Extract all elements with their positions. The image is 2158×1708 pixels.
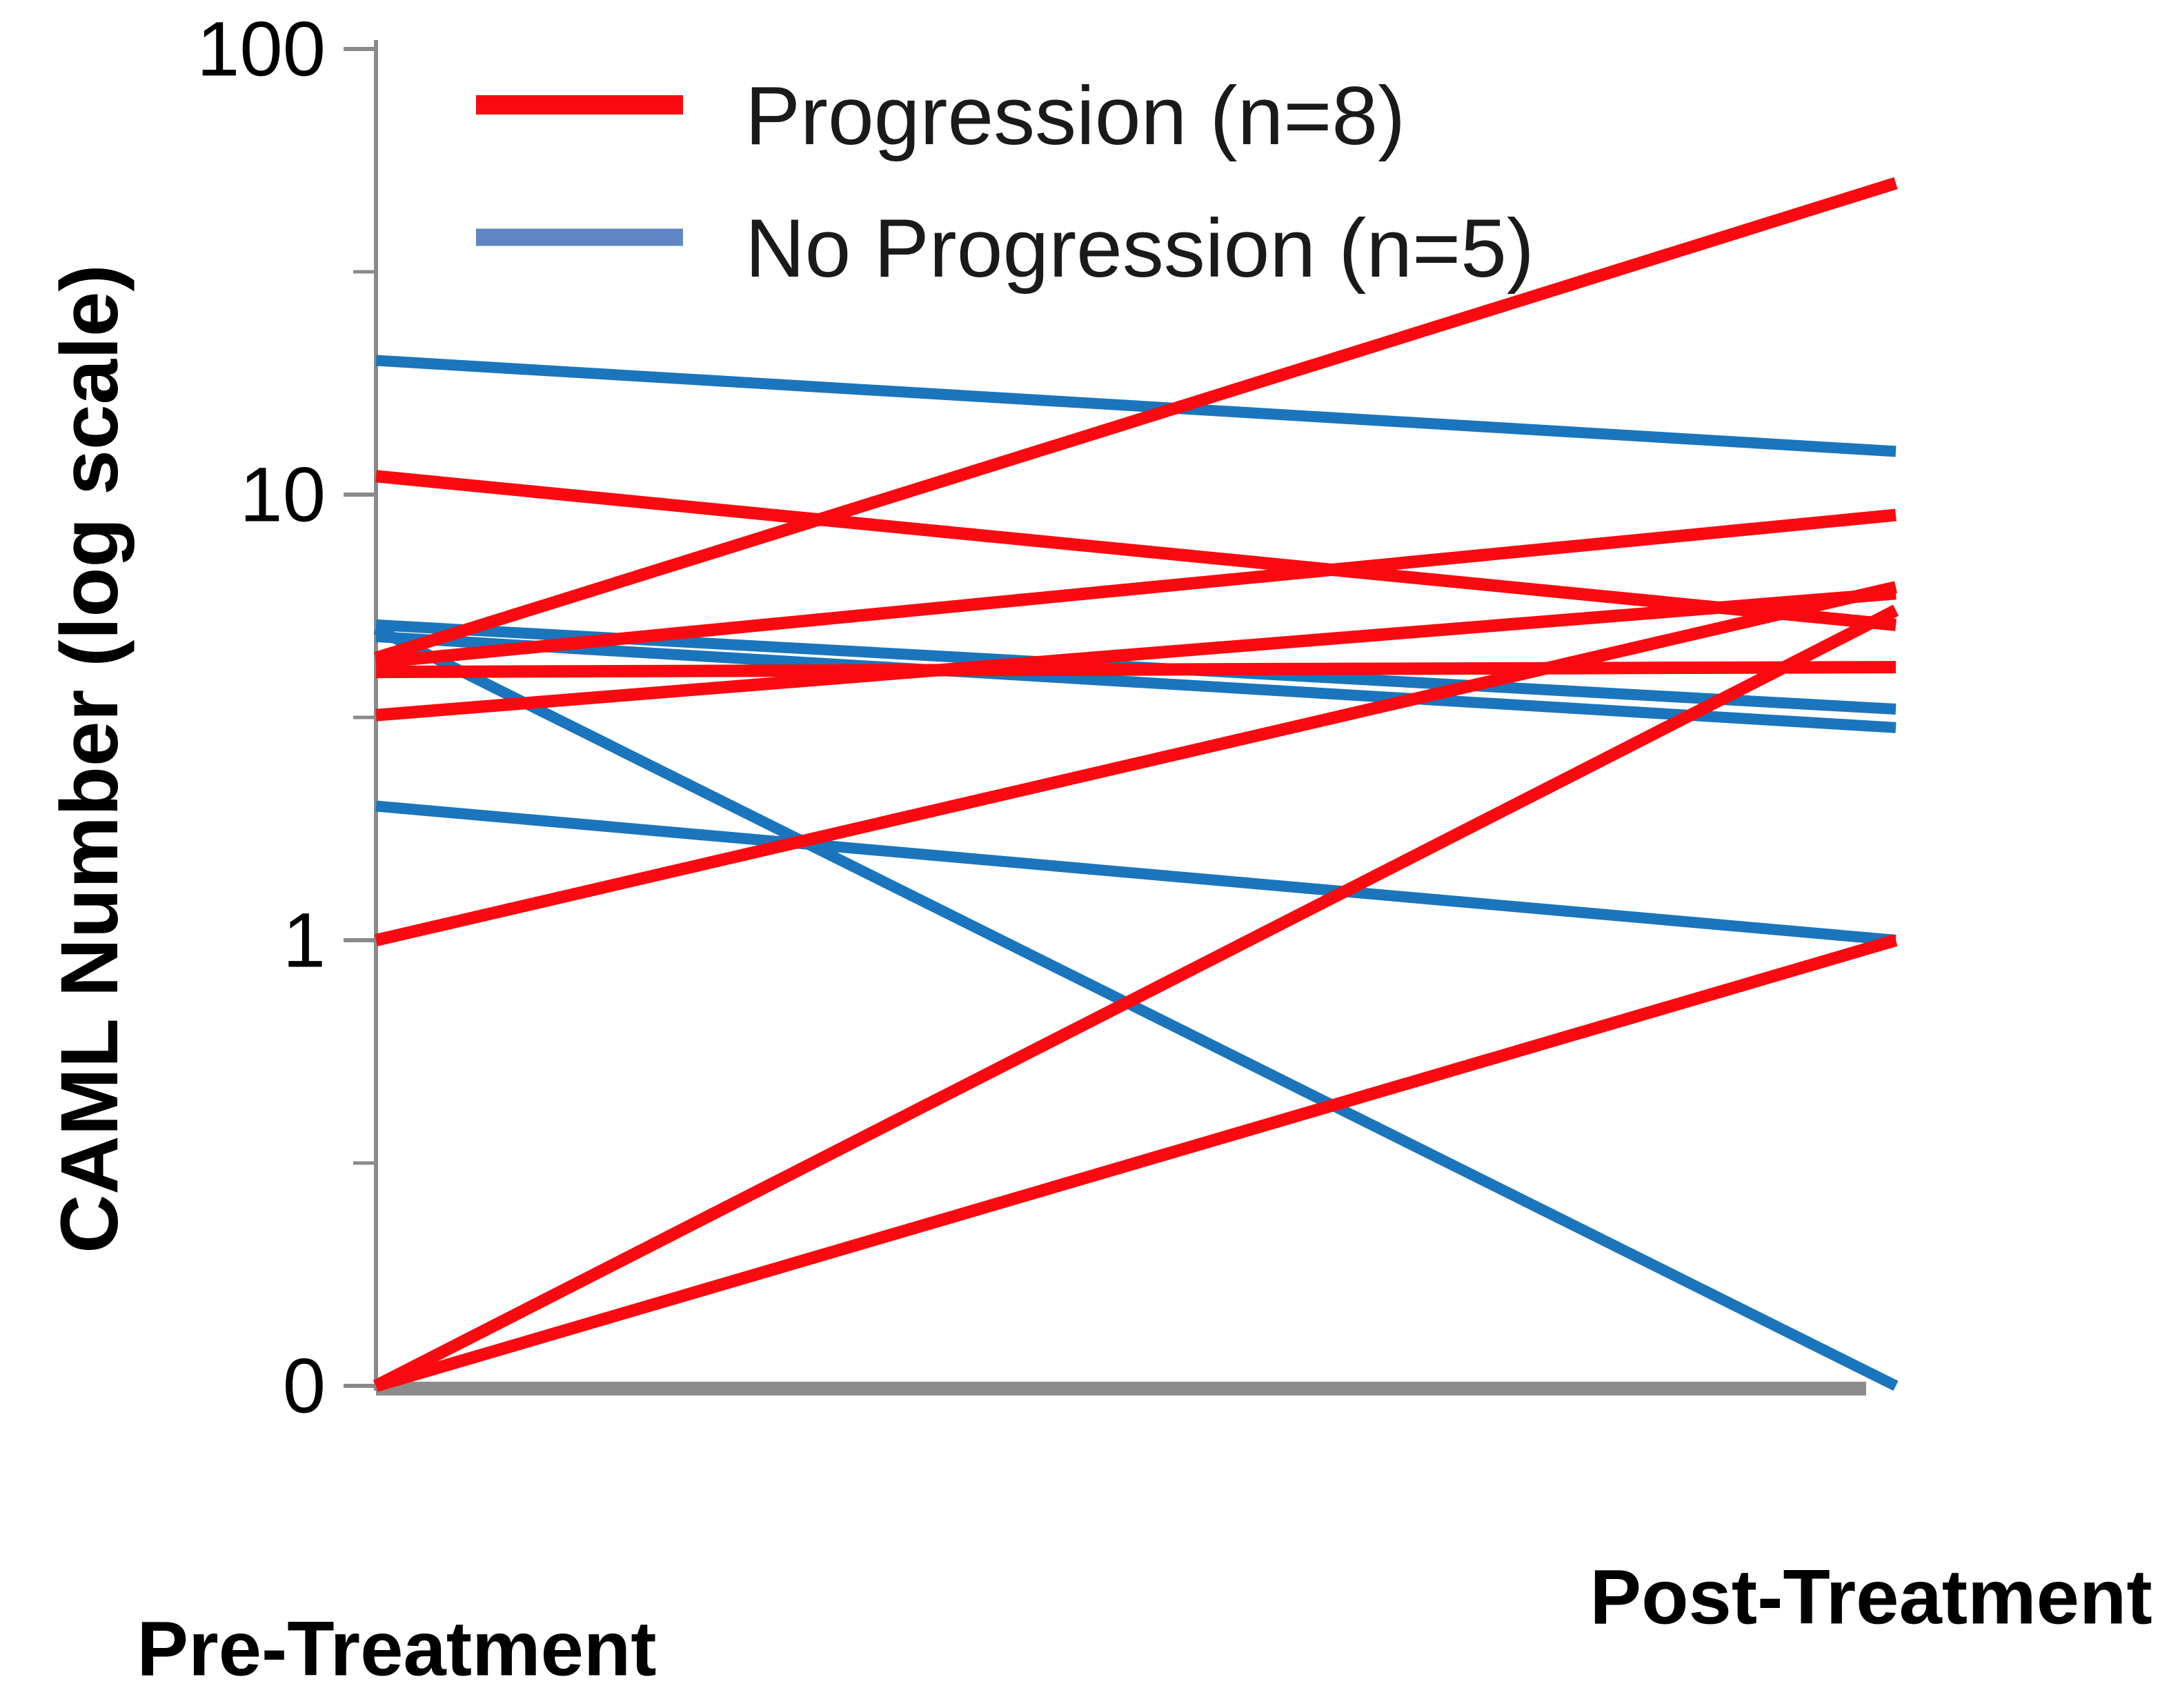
progression-line bbox=[374, 934, 1898, 1392]
x-label-pre-treatment: Pre-Treatment bbox=[137, 1606, 656, 1692]
y-tick-label-1: 1 bbox=[283, 897, 326, 984]
y-tick-label-0: 0 bbox=[283, 1343, 326, 1429]
no-progression-line bbox=[373, 624, 1899, 1391]
progression-line bbox=[375, 508, 1897, 669]
no-progression-line bbox=[375, 800, 1897, 946]
no-progression-line bbox=[375, 355, 1897, 457]
progression-line bbox=[375, 587, 1897, 722]
progression-line bbox=[373, 604, 1899, 1392]
legend-progression-label: Progression (n=8) bbox=[745, 70, 1405, 162]
no-progression-line bbox=[375, 630, 1897, 733]
progression-line bbox=[374, 177, 1898, 664]
plot-lines bbox=[373, 177, 1899, 1392]
y-tick-label-10: 10 bbox=[239, 452, 326, 538]
progression-line bbox=[374, 581, 1898, 946]
y-axis: 100 10 1 0 CAML Number (log scale) bbox=[44, 6, 378, 1429]
progression-line bbox=[375, 661, 1897, 679]
y-axis-title: CAML Number (log scale) bbox=[44, 264, 135, 1253]
legend-no-progression-label: No Progression (n=5) bbox=[745, 202, 1534, 295]
legend: Progression (n=8) No Progression (n=5) bbox=[476, 70, 1534, 295]
x-label-post-treatment: Post-Treatment bbox=[1590, 1554, 2152, 1640]
progression-line bbox=[375, 470, 1897, 631]
y-tick-label-100: 100 bbox=[197, 6, 326, 92]
